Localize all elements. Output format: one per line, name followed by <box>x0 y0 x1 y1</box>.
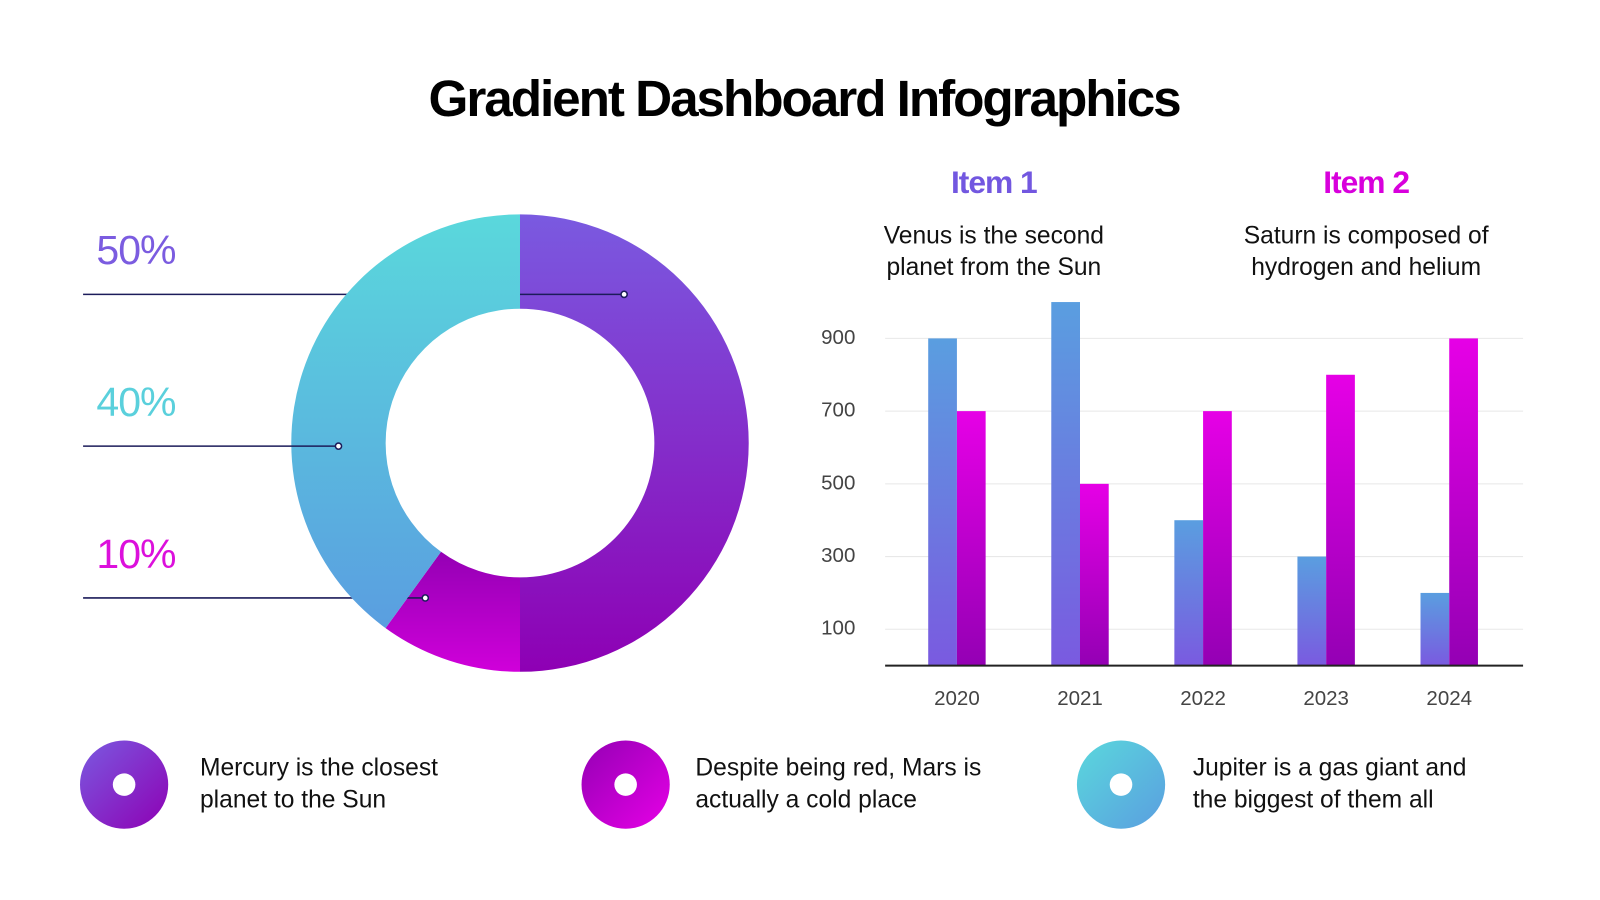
connector-dot <box>334 442 343 450</box>
series-description: planet from the Sun <box>886 254 1101 281</box>
note-text: Jupiter is a gas giant and <box>1193 755 1467 782</box>
note-icon-dot <box>1109 773 1133 796</box>
note-text: Despite being red, Mars is <box>695 755 981 782</box>
note-text: planet to the Sun <box>200 787 386 814</box>
bar <box>928 338 957 666</box>
bar <box>1449 338 1478 666</box>
x-tick-label: 2020 <box>934 687 980 710</box>
percent-label: 50% <box>96 227 175 273</box>
series-description: hydrogen and helium <box>1251 254 1481 281</box>
x-tick-label: 2023 <box>1303 687 1349 710</box>
y-tick-label: 900 <box>821 326 855 349</box>
note-text: Mercury is the closest <box>200 755 438 782</box>
percent-label: 10% <box>96 531 175 577</box>
series-description: Saturn is composed of <box>1244 222 1489 249</box>
series-description: Venus is the second <box>884 222 1104 249</box>
y-tick-label: 500 <box>821 471 855 494</box>
y-tick-label: 300 <box>821 544 855 567</box>
connector-dot <box>620 290 628 299</box>
bar <box>1326 374 1355 666</box>
bar <box>956 411 986 666</box>
percent-label: 40% <box>96 379 175 425</box>
bar <box>1080 483 1109 666</box>
series-heading: Item 1 <box>951 164 1037 200</box>
donut-segment <box>385 551 520 672</box>
note-icon-dot <box>112 773 136 796</box>
connector-dot <box>421 594 430 602</box>
bar <box>1203 411 1232 666</box>
bar <box>1297 556 1327 666</box>
y-tick-label: 700 <box>821 399 855 422</box>
y-tick-label: 100 <box>821 617 855 640</box>
x-tick-label: 2022 <box>1180 687 1226 710</box>
x-tick-label: 2024 <box>1426 687 1472 710</box>
slide-title: Gradient Dashboard Infographics <box>429 70 1181 127</box>
bar <box>1420 592 1450 666</box>
x-tick-label: 2021 <box>1057 687 1103 710</box>
bar <box>1051 302 1080 666</box>
series-heading: Item 2 <box>1323 164 1409 200</box>
bar <box>1174 520 1204 666</box>
donut-segment <box>291 214 520 629</box>
note-icon-dot <box>614 773 637 796</box>
note-text: the biggest of them all <box>1193 787 1434 814</box>
donut-segment <box>520 214 749 672</box>
note-text: actually a cold place <box>695 787 917 814</box>
